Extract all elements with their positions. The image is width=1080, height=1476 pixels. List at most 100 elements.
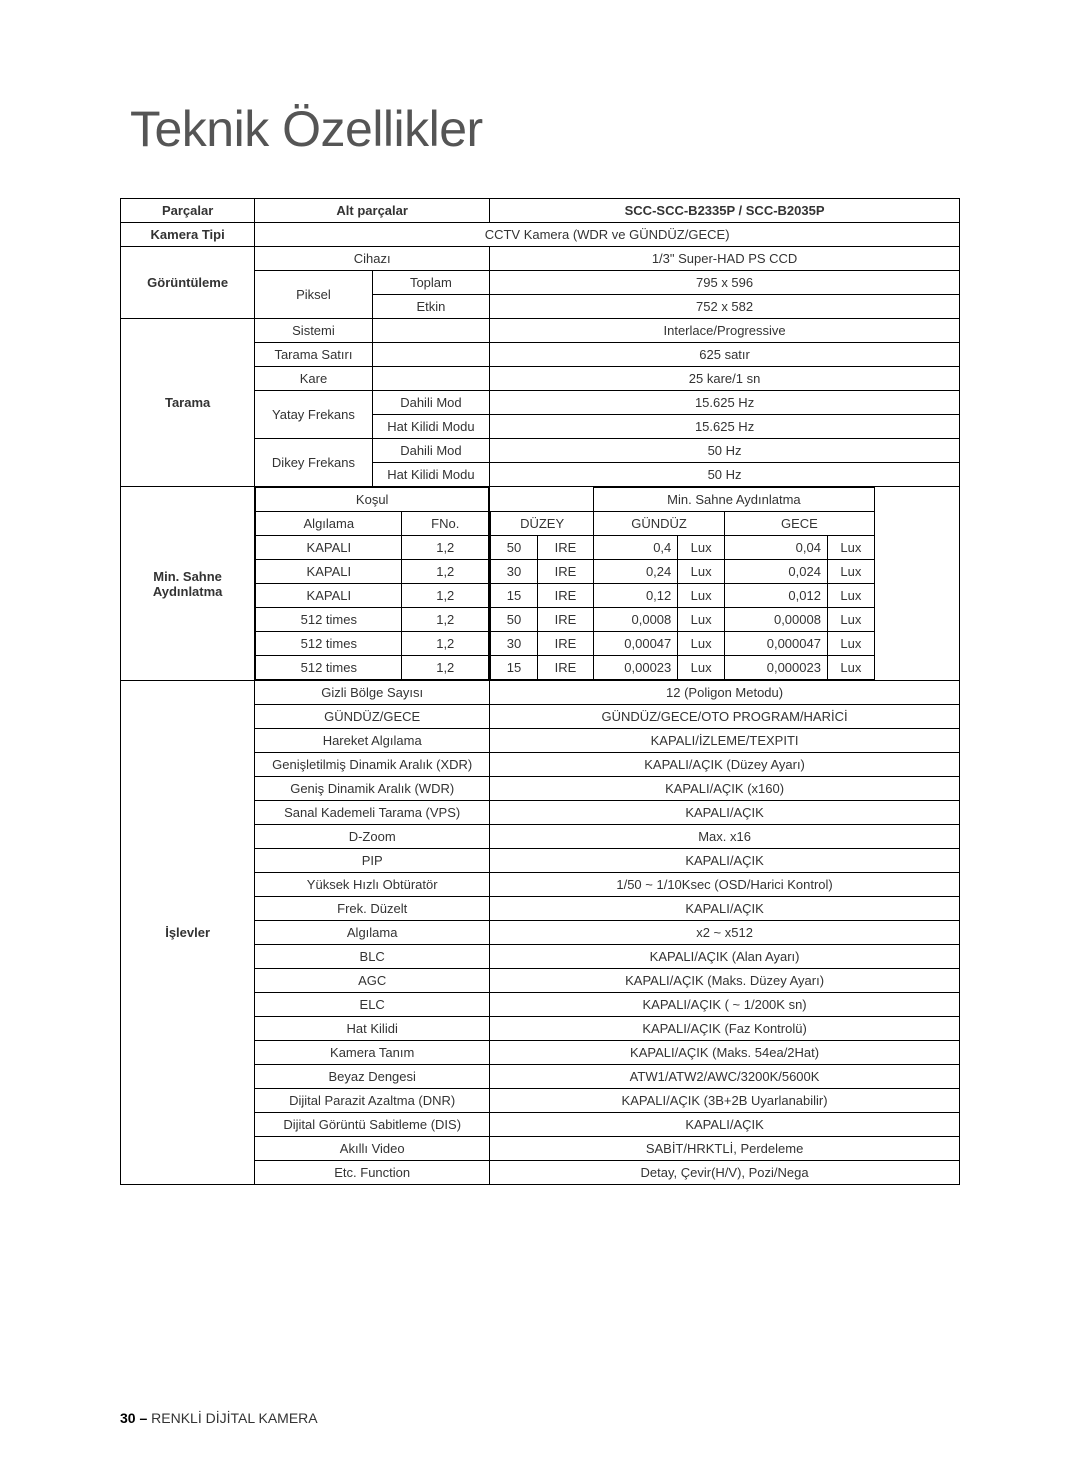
msa-row: KAPALI1,2 [256,536,489,560]
cell: 1/50 ~ 1/10Ksec (OSD/Harici Kontrol) [490,873,960,897]
msa-row: 50IRE0,4Lux0,04Lux [491,536,959,560]
cell: Toplam [372,271,489,295]
header-cell: Parçalar [121,199,255,223]
cell: SABİT/HRKTLİ, Perdeleme [490,1137,960,1161]
cell: Beyaz Dengesi [255,1065,490,1089]
cell: KAPALI/AÇIK ( ~ 1/200K sn) [490,993,960,1017]
cell: BLC [255,945,490,969]
cell: GÜNDÜZ/GECE [255,705,490,729]
cell: KAPALI/AÇIK (x160) [490,777,960,801]
row-func: İşlevlerGizli Bölge Sayısı12 (Poligon Me… [121,681,960,705]
cell [372,343,489,367]
cell: 625 satır [490,343,960,367]
header-cell: Görüntüleme [121,247,255,319]
cell: KAPALI/AÇIK [490,801,960,825]
msa-row: 50IRE0,0008Lux0,00008Lux [491,608,959,632]
header-cell: Tarama [121,319,255,487]
cell: ATW1/ATW2/AWC/3200K/5600K [490,1065,960,1089]
cell: Kamera Tanım [255,1041,490,1065]
cell: Dahili Mod [372,391,489,415]
cell: KAPALI/İZLEME/TEXPITI [490,729,960,753]
cell: 795 x 596 [490,271,960,295]
msa-right-wrap: Min. Sahne Aydınlatma DÜZEYGÜNDÜZGECE50I… [490,487,960,681]
cell: Hat Kilidi Modu [372,415,489,439]
msa-row: 512 times1,2 [256,632,489,656]
cell: 25 kare/1 sn [490,367,960,391]
cell [372,367,489,391]
header-cell: Min. SahneAydınlatma [121,487,255,681]
cell: Genişletilmiş Dinamik Aralık (XDR) [255,753,490,777]
cell: ELC [255,993,490,1017]
cell: KAPALI/AÇIK (Maks. 54ea/2Hat) [490,1041,960,1065]
cell: Frek. Düzelt [255,897,490,921]
cell: Detay, Çevir(H/V), Pozi/Nega [490,1161,960,1185]
table-header: Parçalar Alt parçalar SCC-SCC-B2335P / S… [121,199,960,223]
cell: 1/3" Super-HAD PS CCD [490,247,960,271]
cell: Piksel [255,271,372,319]
cell: Interlace/Progressive [490,319,960,343]
cell: Hat Kilidi Modu [372,463,489,487]
cell: Hareket Algılama [255,729,490,753]
cell: Dijital Parazit Azaltma (DNR) [255,1089,490,1113]
cell: AGC [255,969,490,993]
cell: Kare [255,367,372,391]
cell: KAPALI/AÇIK [490,897,960,921]
footer-prefix: 30 – [120,1410,151,1426]
cell: Yüksek Hızlı Obtüratör [255,873,490,897]
header-cell: Kamera Tipi [121,223,255,247]
cell: Etc. Function [255,1161,490,1185]
cell: Tarama Satırı [255,343,372,367]
cell: CCTV Kamera (WDR ve GÜNDÜZ/GECE) [255,223,960,247]
msa-left-wrap: Koşul AlgılamaFNo.KAPALI1,2KAPALI1,2KAPA… [255,487,490,681]
msa-row: 512 times1,2 [256,608,489,632]
cell: Sistemi [255,319,372,343]
msa-left: Koşul AlgılamaFNo.KAPALI1,2KAPALI1,2KAPA… [255,487,489,680]
msa-row: KAPALI1,2 [256,584,489,608]
cell: KAPALI/AÇIK (Maks. Düzey Ayarı) [490,969,960,993]
cell: Gizli Bölge Sayısı [255,681,490,705]
msa-right: Min. Sahne Aydınlatma DÜZEYGÜNDÜZGECE50I… [490,487,959,680]
cell: Etkin [372,295,489,319]
cell: Algılama [255,921,490,945]
cell: Yatay Frekans [255,391,372,439]
page: Teknik Özellikler Parçalar Alt parçalar … [0,0,1080,1476]
header-cell: İşlevler [121,681,255,1185]
page-footer: 30 – RENKLİ DİJİTAL KAMERA [120,1410,318,1426]
footer-text: RENKLİ DİJİTAL KAMERA [151,1410,317,1426]
row-sistemi: Tarama SistemiInterlace/Progressive [121,319,960,343]
cell: 50 Hz [490,463,960,487]
cell: KAPALI/AÇIK (Alan Ayarı) [490,945,960,969]
cell: Dahili Mod [372,439,489,463]
cell: KAPALI/AÇIK [490,1113,960,1137]
cell: Dijital Görüntü Sabitleme (DIS) [255,1113,490,1137]
cell: KAPALI/AÇIK (3B+2B Uyarlanabilir) [490,1089,960,1113]
cell: D-Zoom [255,825,490,849]
cell: 15.625 Hz [490,415,960,439]
msa-row: 512 times1,2 [256,656,489,680]
header-cell: Alt parçalar [255,199,490,223]
row-kamera-tipi: Kamera Tipi CCTV Kamera (WDR ve GÜNDÜZ/G… [121,223,960,247]
cell: x2 ~ x512 [490,921,960,945]
cell: 50 Hz [490,439,960,463]
cell: PIP [255,849,490,873]
cell: Dikey Frekans [255,439,372,487]
row-min-sahne: Min. SahneAydınlatma Koşul AlgılamaFNo.K… [121,487,960,681]
msa-row: 15IRE0,00023Lux0,000023Lux [491,656,959,680]
cell: Cihazı [255,247,490,271]
cell: Akıllı Video [255,1137,490,1161]
cell: KAPALI/AÇIK (Faz Kontrolü) [490,1017,960,1041]
cell: 15.625 Hz [490,391,960,415]
cell: 12 (Poligon Metodu) [490,681,960,705]
cell: Hat Kilidi [255,1017,490,1041]
cell: GÜNDÜZ/GECE/OTO PROGRAM/HARİCİ [490,705,960,729]
msa-row: 30IRE0,00047Lux0,000047Lux [491,632,959,656]
header-cell: SCC-SCC-B2335P / SCC-B2035P [490,199,960,223]
msa-row: 15IRE0,12Lux0,012Lux [491,584,959,608]
cell [372,319,489,343]
cell: 752 x 582 [490,295,960,319]
cell: Sanal Kademeli Tarama (VPS) [255,801,490,825]
msa-row: KAPALI1,2 [256,560,489,584]
spec-table: Parçalar Alt parçalar SCC-SCC-B2335P / S… [120,198,960,1185]
page-title: Teknik Özellikler [130,100,960,158]
msa-row: 30IRE0,24Lux0,024Lux [491,560,959,584]
